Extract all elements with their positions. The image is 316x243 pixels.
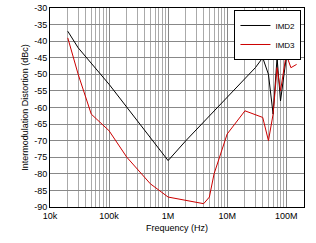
- svg-text:-80: -80: [34, 169, 47, 179]
- svg-text:-30: -30: [34, 3, 47, 13]
- svg-text:-65: -65: [34, 119, 47, 129]
- svg-text:-45: -45: [34, 53, 47, 63]
- svg-text:-55: -55: [34, 86, 47, 96]
- svg-text:-70: -70: [34, 136, 47, 146]
- svg-text:IMD2: IMD2: [275, 22, 295, 31]
- svg-text:-85: -85: [34, 186, 47, 196]
- svg-text:-60: -60: [34, 103, 47, 113]
- svg-text:10M: 10M: [218, 211, 236, 221]
- svg-text:-35: -35: [34, 20, 47, 30]
- svg-text:-40: -40: [34, 36, 47, 46]
- svg-text:1M: 1M: [162, 211, 175, 221]
- svg-text:100k: 100k: [99, 211, 119, 221]
- svg-text:10k: 10k: [43, 211, 58, 221]
- svg-text:-75: -75: [34, 152, 47, 162]
- svg-text:Intermodulation Distortion (dB: Intermodulation Distortion (dBc): [20, 44, 30, 171]
- svg-text:-90: -90: [34, 202, 47, 212]
- svg-text:-50: -50: [34, 69, 47, 79]
- svg-text:IMD3: IMD3: [275, 41, 295, 50]
- svg-text:100M: 100M: [275, 211, 298, 221]
- svg-text:Frequency (Hz): Frequency (Hz): [146, 223, 208, 233]
